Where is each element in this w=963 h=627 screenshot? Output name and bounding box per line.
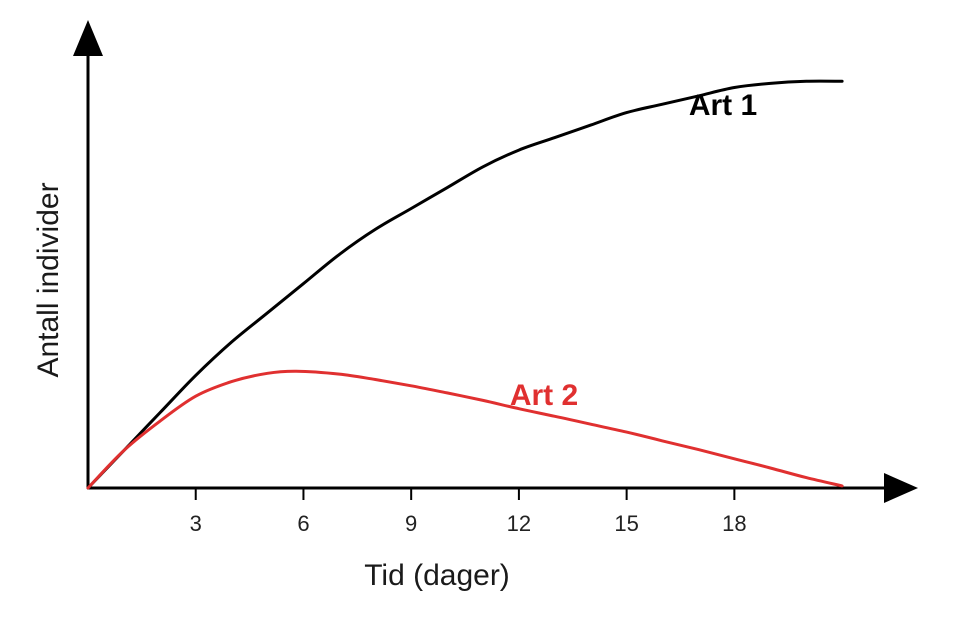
x-tick-label-6: 6 — [297, 511, 309, 536]
x-tick-label-18: 18 — [722, 511, 746, 536]
series-label-art-1: Art 1 — [689, 89, 757, 122]
x-tick-label-15: 15 — [614, 511, 638, 536]
x-axis — [88, 473, 918, 503]
x-axis-label: Tid (dager) — [364, 559, 510, 592]
x-tick-label-12: 12 — [507, 511, 531, 536]
x-tick-label-3: 3 — [190, 511, 202, 536]
x-axis-arrowhead — [884, 473, 918, 503]
x-tick-label-9: 9 — [405, 511, 417, 536]
x-ticks: 3 6 9 12 15 18 — [190, 488, 747, 536]
series-line-art-1 — [86, 79, 844, 490]
y-axis-label: Antall individer — [32, 182, 65, 377]
y-axis — [73, 20, 103, 488]
y-axis-arrowhead — [73, 20, 103, 56]
series-line-art-2 — [86, 369, 844, 490]
series-label-art-2: Art 2 — [510, 379, 578, 412]
series-layer — [86, 79, 844, 490]
